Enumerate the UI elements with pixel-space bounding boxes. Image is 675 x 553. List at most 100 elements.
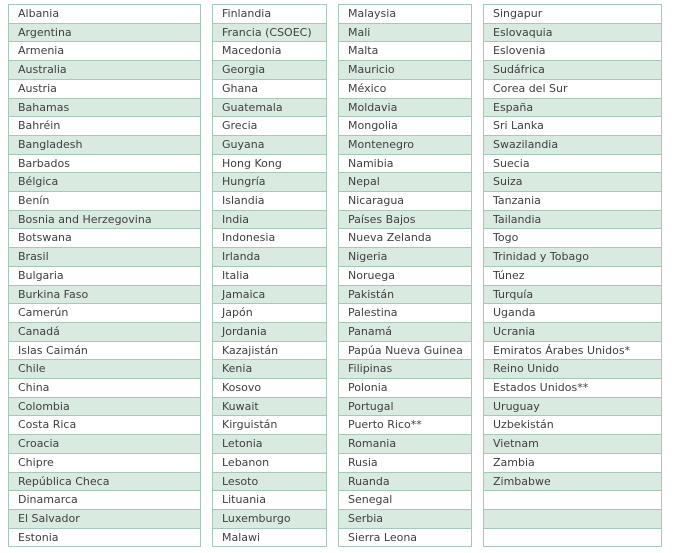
country-cell: Malaysia	[338, 4, 472, 24]
country-cell: Nicaragua	[338, 191, 472, 211]
country-row: Guatemala	[212, 97, 327, 118]
country-row: Botswana	[8, 228, 201, 249]
country-row: Panamá	[338, 321, 472, 342]
country-row: Pakistán	[338, 284, 472, 305]
country-cell: Benín	[8, 191, 201, 211]
country-row: Emiratos Árabes Unidos*	[483, 340, 662, 361]
country-row: Portugal	[338, 396, 472, 417]
country-row: Vietnam	[483, 434, 662, 454]
country-cell: Chipre	[8, 452, 201, 473]
country-row: Ucrania	[483, 321, 662, 342]
country-cell: Sri Lanka	[483, 116, 662, 136]
country-cell: Lituania	[212, 490, 327, 510]
country-row: Rusia	[338, 452, 472, 473]
country-cell: Corea del Sur	[483, 78, 662, 99]
country-cell: Sudáfrica	[483, 60, 662, 80]
country-row: Finlandia	[212, 4, 327, 24]
country-row: Túnez	[483, 265, 662, 286]
country-cell: Letonia	[212, 434, 327, 454]
country-cell: Tanzania	[483, 191, 662, 211]
country-row: Macedonia	[212, 41, 327, 62]
country-cell: Mali	[338, 22, 472, 43]
country-cell: Kirguistán	[212, 415, 327, 436]
country-row: Letonia	[212, 434, 327, 454]
country-cell: Bahréin	[8, 116, 201, 136]
country-row: Austria	[8, 78, 201, 99]
country-cell: Islandia	[212, 191, 327, 211]
country-row: Mali	[338, 22, 472, 43]
country-row: Kuwait	[212, 396, 327, 417]
country-row: Camerún	[8, 303, 201, 323]
country-row: Costa Rica	[8, 415, 201, 436]
country-cell: Lesoto	[212, 471, 327, 492]
country-row: Moldavia	[338, 97, 472, 118]
country-row: Turquía	[483, 284, 662, 305]
country-row: Sri Lanka	[483, 116, 662, 136]
country-row: México	[338, 78, 472, 99]
country-cell: Bélgica	[8, 172, 201, 193]
country-row: Sierra Leona	[338, 527, 472, 548]
country-row: Malaysia	[338, 4, 472, 24]
country-cell: Jamaica	[212, 284, 327, 305]
country-row: Hong Kong	[212, 153, 327, 174]
country-row: Brasil	[8, 247, 201, 267]
country-row: Sudáfrica	[483, 60, 662, 80]
country-row: Chipre	[8, 452, 201, 473]
country-cell: Senegal	[338, 490, 472, 510]
country-row: Colombia	[8, 396, 201, 417]
country-cell: Lebanon	[212, 452, 327, 473]
country-cell: Reino Unido	[483, 359, 662, 380]
country-cell: Argentina	[8, 22, 201, 43]
country-cell: Kazajistán	[212, 340, 327, 361]
country-cell: Botswana	[8, 228, 201, 249]
country-cell: Luxemburgo	[212, 508, 327, 529]
country-cell: Namibia	[338, 153, 472, 174]
empty-cell	[483, 490, 662, 510]
country-cell: Filipinas	[338, 359, 472, 380]
country-row: Nicaragua	[338, 191, 472, 211]
country-row: Chile	[8, 359, 201, 380]
country-cell: Malta	[338, 41, 472, 62]
country-cell: Croacia	[8, 434, 201, 454]
country-row: Japón	[212, 303, 327, 323]
country-cell: Suecia	[483, 153, 662, 174]
country-row: Uganda	[483, 303, 662, 323]
country-cell: Islas Caimán	[8, 340, 201, 361]
country-cell: Guatemala	[212, 97, 327, 118]
country-cell: Indonesia	[212, 228, 327, 249]
country-row: Eslovenia	[483, 41, 662, 62]
country-row: Armenia	[8, 41, 201, 62]
country-row: Georgia	[212, 60, 327, 80]
country-row: Países Bajos	[338, 209, 472, 230]
country-row: España	[483, 97, 662, 118]
country-cell: Togo	[483, 228, 662, 249]
country-cell: Trinidad y Tobago	[483, 247, 662, 267]
country-row: Tailandia	[483, 209, 662, 230]
country-cell: Suiza	[483, 172, 662, 193]
country-row: Kazajistán	[212, 340, 327, 361]
country-cell: El Salvador	[8, 508, 201, 529]
country-cell: Australia	[8, 60, 201, 80]
country-cell: Bahamas	[8, 97, 201, 118]
country-row: Bosnia and Herzegovina	[8, 209, 201, 230]
country-row: Corea del Sur	[483, 78, 662, 99]
country-row: Filipinas	[338, 359, 472, 380]
country-cell: Papúa Nueva Guinea	[338, 340, 472, 361]
country-row: Jamaica	[212, 284, 327, 305]
country-row: Mongolia	[338, 116, 472, 136]
country-cell: Nueva Zelanda	[338, 228, 472, 249]
country-row: Kenia	[212, 359, 327, 380]
country-row: Malta	[338, 41, 472, 62]
country-row: Bahréin	[8, 116, 201, 136]
country-row: Grecia	[212, 116, 327, 136]
country-row: Kirguistán	[212, 415, 327, 436]
country-cell: Finlandia	[212, 4, 327, 24]
country-cell: Jordania	[212, 321, 327, 342]
country-row: República Checa	[8, 471, 201, 492]
country-cell: Grecia	[212, 116, 327, 136]
country-row: Francia (CSOEC)	[212, 22, 327, 43]
country-row: Suecia	[483, 153, 662, 174]
country-row: Togo	[483, 228, 662, 249]
country-cell: Barbados	[8, 153, 201, 174]
